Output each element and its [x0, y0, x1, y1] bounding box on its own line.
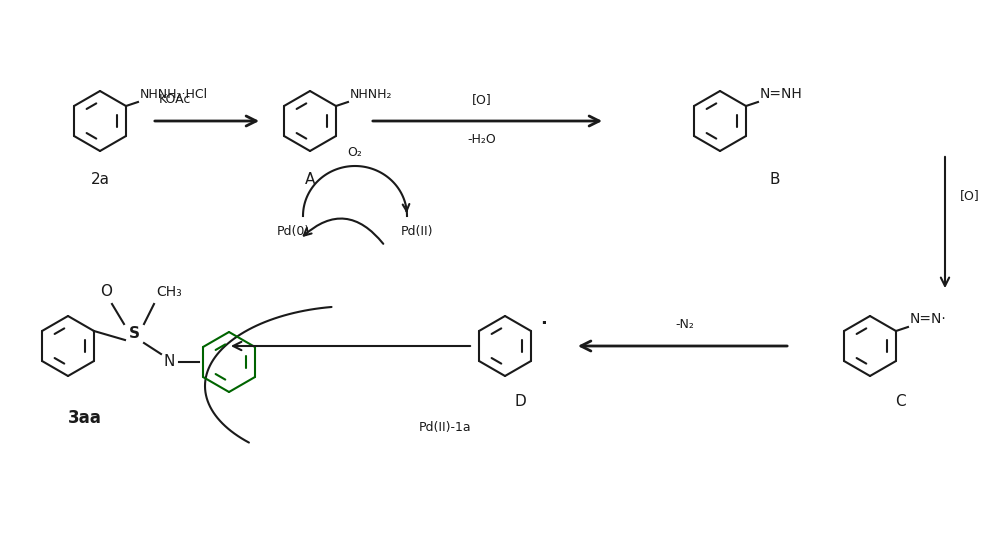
Text: 3aa: 3aa — [68, 409, 102, 427]
Text: N=NH: N=NH — [760, 87, 803, 101]
Text: C: C — [895, 393, 905, 408]
Text: O₂: O₂ — [348, 146, 362, 159]
Text: NHNH₂·HCl: NHNH₂·HCl — [140, 88, 208, 101]
Text: Pd(0): Pd(0) — [276, 225, 310, 237]
Text: Pd(II)-1a: Pd(II)-1a — [419, 421, 471, 435]
Text: D: D — [514, 393, 526, 408]
Text: ·: · — [540, 315, 547, 333]
Text: [O]: [O] — [960, 190, 980, 203]
Text: 2a: 2a — [90, 172, 110, 187]
Text: N: N — [163, 354, 175, 369]
Text: Pd(II): Pd(II) — [401, 225, 433, 237]
Text: [O]: [O] — [472, 93, 492, 106]
Text: -H₂O: -H₂O — [468, 133, 496, 146]
Text: KOAc: KOAc — [159, 93, 191, 106]
Text: CH₃: CH₃ — [156, 285, 182, 299]
Text: -N₂: -N₂ — [676, 318, 694, 331]
Text: A: A — [305, 172, 315, 187]
Text: NHNH₂: NHNH₂ — [350, 88, 392, 101]
Text: S: S — [128, 326, 140, 341]
Text: N=N·: N=N· — [910, 312, 947, 326]
Text: O: O — [100, 285, 112, 300]
Text: B: B — [770, 172, 780, 187]
